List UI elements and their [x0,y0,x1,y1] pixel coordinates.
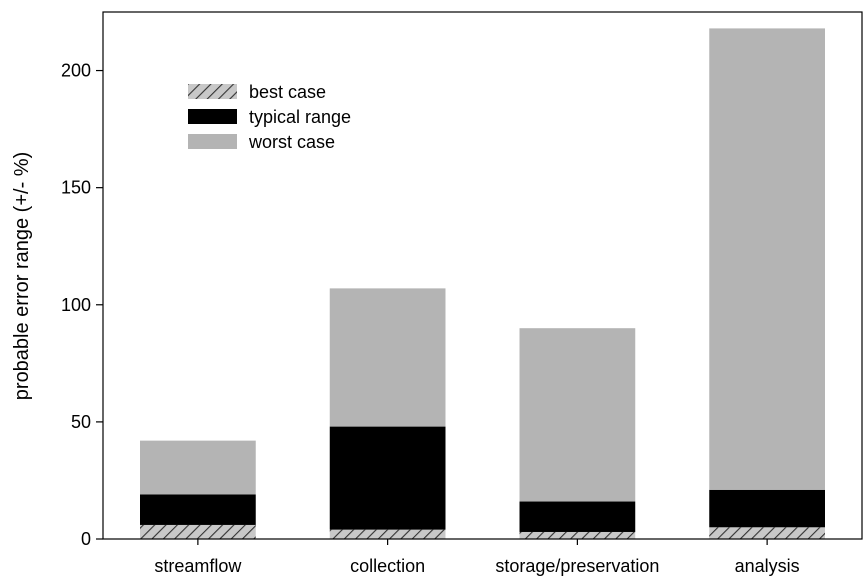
bar-streamflow-best-case [140,524,256,539]
legend-label: worst case [248,132,335,152]
bar-storage-preservation-typical-range [519,501,636,532]
legend-swatch-best-case [188,84,237,99]
legend-swatch-typical-range [188,109,237,124]
x-tick-label: analysis [735,556,800,576]
y-tick-label: 200 [61,61,91,81]
bar-collection-best-case [329,529,446,539]
plot-frame [102,11,863,540]
x-tick-label: streamflow [154,556,242,576]
bars-group [140,28,825,539]
bar-streamflow-worst-case [140,440,256,495]
bar-analysis-typical-range [709,489,825,528]
legend: best case typical range worst case [188,82,351,152]
y-tick-label: 0 [81,529,91,549]
legend-label: typical range [249,107,351,127]
x-axis: streamflow collection storage/preservation… [154,539,800,576]
x-tick-label: collection [350,556,425,576]
bar-analysis-worst-case [709,28,825,490]
x-tick-label: storage/preservation [495,556,659,576]
bar-streamflow-typical-range [140,494,256,525]
bar-analysis-best-case [709,527,825,539]
bar-collection-typical-range [329,426,446,530]
y-axis: 0 50 100 150 200 [61,61,103,549]
legend-label: best case [249,82,326,102]
y-axis-title: probable error range (+/- %) [11,152,33,400]
y-tick-label: 100 [61,295,91,315]
y-tick-label: 50 [71,412,91,432]
bar-collection-worst-case [329,288,446,427]
y-tick-label: 150 [61,178,91,198]
bar-storage-preservation-worst-case [519,328,636,502]
bar-storage-preservation-best-case [519,531,636,539]
legend-swatch-worst-case [188,134,237,149]
